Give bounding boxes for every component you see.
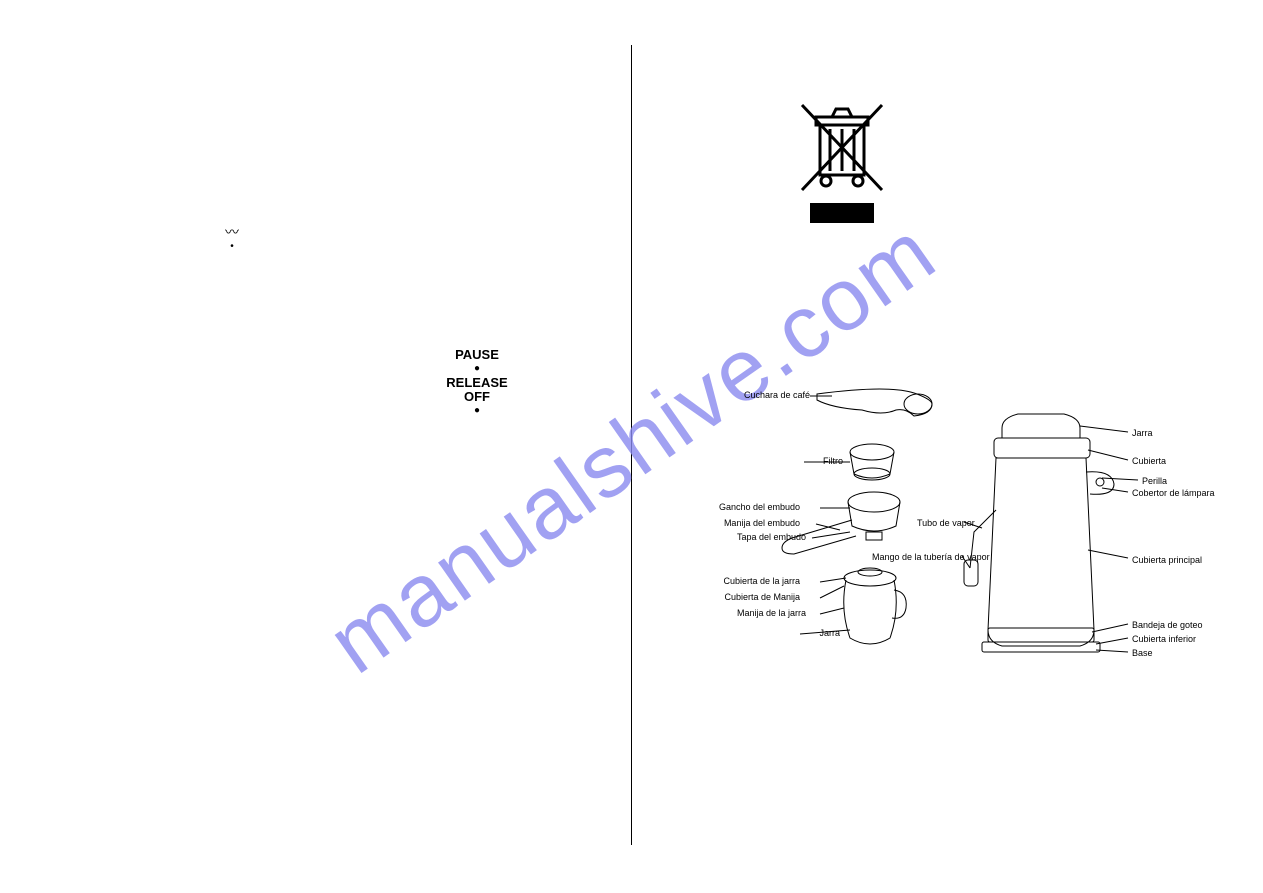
parts-diagram: Cuchara de café Filtro Gancho del embudo Ma… xyxy=(682,360,1242,680)
knob-off: OFF xyxy=(464,389,490,404)
diagram-label: Perilla xyxy=(1142,476,1167,486)
diagram-label: Cubierta de Manija xyxy=(724,592,800,602)
knob-release: RELEASE xyxy=(446,375,507,390)
weee-icon xyxy=(792,95,892,235)
left-page: 〰 • PAUSE ● RELEASE OFF ● xyxy=(0,0,631,893)
diagram-label: Cobertor de lámpara xyxy=(1132,488,1215,498)
diagram-label: Cubierta xyxy=(1132,456,1166,466)
knob-labels: PAUSE ● RELEASE OFF ● xyxy=(432,348,522,418)
diagram-label: Filtro xyxy=(823,456,843,466)
diagram-label: Mango de la tubería de vapor xyxy=(872,552,990,562)
steam-dot: • xyxy=(225,240,239,254)
weee-symbol xyxy=(792,95,892,235)
diagram-label: Cubierta inferior xyxy=(1132,634,1196,644)
right-page: Cuchara de café Filtro Gancho del embudo Ma… xyxy=(632,0,1263,893)
diagram-label: Manija del embudo xyxy=(724,518,800,528)
diagram-label: Manija de la jarra xyxy=(737,608,806,618)
steam-wave-top: 〰 xyxy=(225,224,239,240)
diagram-label: Gancho del embudo xyxy=(719,502,800,512)
diagram-label: Tapa del embudo xyxy=(737,532,806,542)
diagram-label: Base xyxy=(1132,648,1153,658)
diagram-label: Tubo de vapor xyxy=(917,518,975,528)
steam-icon: 〰 • xyxy=(225,225,239,254)
diagram-label: Cubierta principal xyxy=(1132,555,1202,565)
diagram-label: Bandeja de goteo xyxy=(1132,620,1203,630)
knob-dot-1: ● xyxy=(432,362,522,376)
diagram-label: Cuchara de café xyxy=(744,390,810,400)
diagram-label: Jarra xyxy=(819,628,840,638)
diagram-label: Cubierta de la jarra xyxy=(723,576,800,586)
knob-dot-2: ● xyxy=(432,404,522,418)
knob-pause: PAUSE xyxy=(455,347,499,362)
diagram-label: Jarra xyxy=(1132,428,1153,438)
